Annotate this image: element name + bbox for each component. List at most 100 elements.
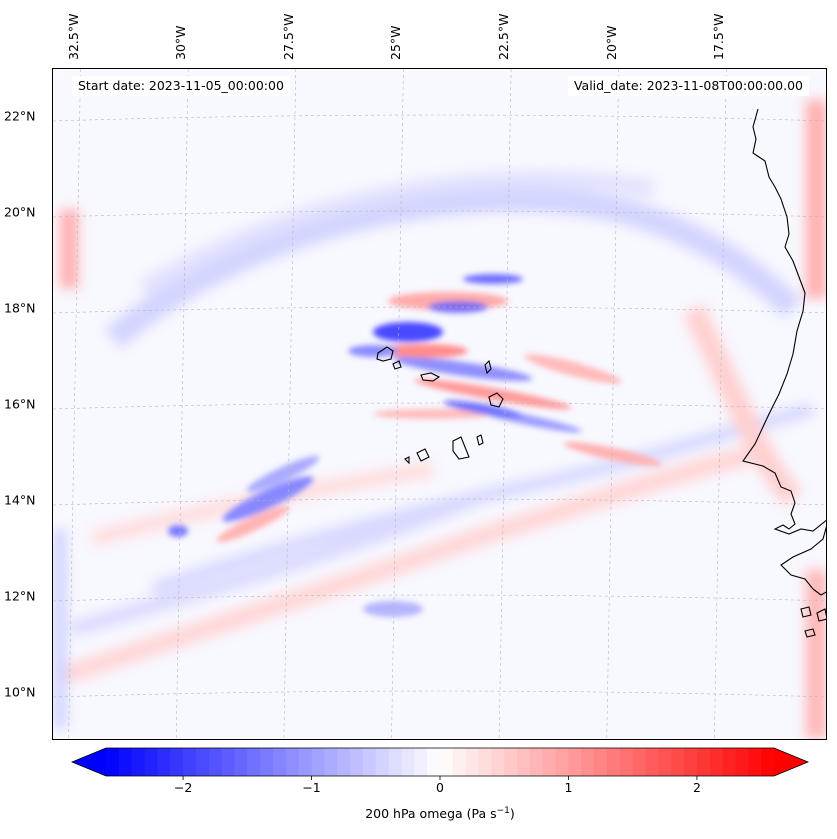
meridian-line — [68, 69, 81, 739]
lat-label: 18°N — [4, 300, 36, 316]
lon-label: 32.5°W — [65, 13, 81, 60]
colorbar-ticks — [182, 776, 698, 780]
colorbar-segment — [555, 748, 570, 776]
lat-label: 10°N — [4, 684, 36, 700]
colorbar-segment — [414, 748, 428, 776]
colorbar-extend-high — [774, 748, 808, 776]
lat-label: 14°N — [4, 492, 36, 508]
colorbar-label-suffix: ) — [509, 806, 515, 822]
brava-island — [404, 456, 410, 465]
colorbar-segment — [362, 748, 377, 776]
colorbar-segment — [465, 748, 480, 776]
lon-label: 25°W — [388, 25, 404, 60]
colorbar-segment — [144, 748, 158, 776]
colorbar-segment — [645, 748, 659, 776]
fogo-island — [416, 448, 430, 462]
parallel-line — [53, 690, 826, 698]
bijagos-island-2 — [816, 608, 826, 622]
valid-date-label: Valid_date: 2023-11-08T00:00:00.00 — [567, 76, 809, 96]
colorbar-segment — [735, 748, 749, 776]
colorbar-segment — [247, 748, 261, 776]
colorbar-segment — [440, 748, 454, 776]
bijagos-island-3 — [804, 628, 816, 638]
colorbar-label-exponent: −1 — [496, 806, 510, 816]
parallel-line — [53, 306, 826, 314]
colorbar-segment — [427, 748, 441, 776]
meridian-line — [606, 69, 620, 739]
colorbar-segment — [337, 748, 351, 776]
lat-label: 16°N — [4, 396, 36, 412]
parallel-line — [53, 498, 826, 506]
lon-label: 27.5°W — [280, 13, 296, 60]
colorbar-segment — [709, 748, 724, 776]
colorbar-segment — [388, 748, 403, 776]
colorbar-segment — [478, 748, 492, 776]
colorbar-segment — [452, 748, 467, 776]
colorbar-segment — [273, 748, 287, 776]
graticule-gridlines — [53, 69, 826, 739]
colorbar-tick-label: 2 — [692, 780, 701, 795]
colorbar-segment — [131, 748, 146, 776]
colorbar-segment — [221, 748, 236, 776]
meridian-line — [498, 69, 512, 739]
colorbar-segment — [350, 748, 364, 776]
colorbar-segment — [491, 748, 505, 776]
colorbar-segment — [568, 748, 582, 776]
colorbar-segment — [157, 748, 171, 776]
guinea-bissau-coastline — [780, 526, 826, 596]
colorbar-segment — [607, 748, 621, 776]
sao-vicente-island — [392, 360, 402, 370]
lat-label: 22°N — [4, 108, 36, 124]
colorbar-segment — [234, 748, 248, 776]
colorbar-tick-label: −2 — [173, 780, 193, 795]
start-date-label: Start date: 2023-11-05_00:00:00 — [72, 76, 290, 96]
colorbar-segment — [658, 748, 672, 776]
colorbar-segment — [581, 748, 595, 776]
map-frame — [52, 68, 827, 740]
colorbar-segment — [195, 748, 210, 776]
bijagos-island — [800, 606, 812, 618]
santiago-island — [452, 436, 470, 460]
parallel-line — [53, 402, 826, 410]
colorbar-segment — [517, 748, 531, 776]
coastlines — [742, 108, 826, 638]
parallel-line — [53, 114, 826, 122]
colorbar-segment — [324, 748, 338, 776]
colorbar — [70, 747, 810, 780]
santo-antao-island — [376, 346, 394, 362]
cabo-verde-islands — [376, 346, 504, 465]
colorbar-tick-label: −1 — [302, 780, 321, 795]
colorbar-segment — [183, 748, 197, 776]
lon-label: 22.5°W — [496, 13, 512, 60]
colorbar-label-text: 200 hPa omega (Pa s — [365, 806, 497, 822]
colorbar-segments — [70, 747, 810, 777]
colorbar-segment — [529, 748, 544, 776]
omega-wave-features — [168, 274, 662, 617]
colorbar-segment — [375, 748, 390, 776]
colorbar-segment — [260, 748, 274, 776]
parallel-line — [53, 594, 826, 602]
omega-field-map — [53, 69, 826, 739]
sao-nicolau-island — [420, 372, 441, 382]
boa-vista-island — [488, 392, 504, 408]
meridian-line — [714, 69, 727, 739]
colorbar-segment — [106, 748, 120, 776]
maio-island — [476, 434, 484, 446]
sal-island — [484, 359, 492, 375]
colorbar-tick-label: 0 — [436, 780, 444, 795]
colorbar-segment — [696, 748, 711, 776]
colorbar-segment — [619, 748, 634, 776]
colorbar-segment — [298, 748, 313, 776]
colorbar-segment — [118, 748, 133, 776]
colorbar-segment — [285, 748, 300, 776]
colorbar-segment — [542, 748, 557, 776]
colorbar-segment — [401, 748, 415, 776]
colorbar-segment — [761, 748, 775, 776]
west-africa-coastline — [742, 108, 826, 535]
colorbar-tick-label: 1 — [564, 780, 573, 795]
parallel-line — [53, 210, 826, 218]
lon-label: 20°W — [603, 25, 619, 60]
colorbar-segment — [684, 748, 698, 776]
meridian-line — [175, 69, 189, 739]
meridian-line — [391, 69, 404, 739]
